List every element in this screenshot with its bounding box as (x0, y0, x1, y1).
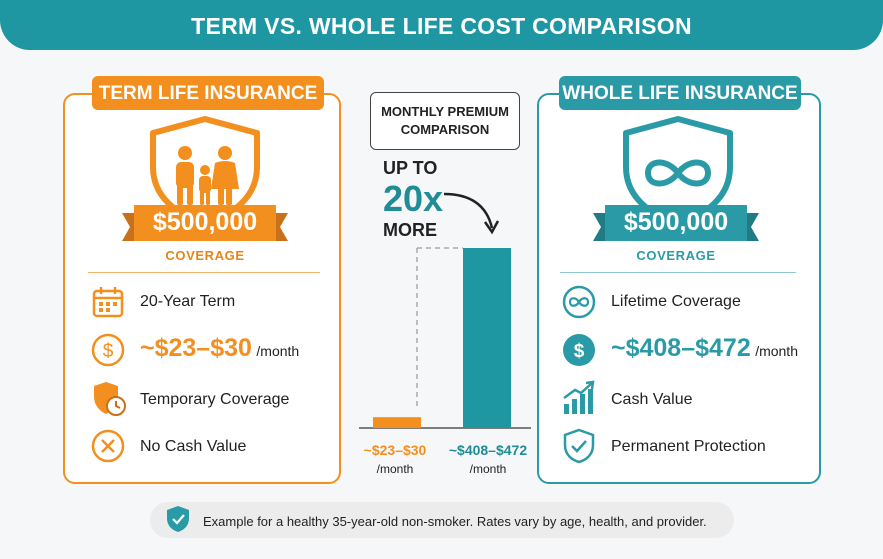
term-card (63, 93, 341, 484)
footer-note (150, 502, 734, 538)
term-feature-temporary: Temporary Coverage (140, 391, 290, 408)
bar-unit-term: /month (376, 462, 414, 476)
more-label: MORE (383, 220, 437, 240)
whole-ribbon (593, 205, 759, 241)
dollar-filled-icon: $ (563, 334, 595, 366)
footer-text: Example for a healthy 35-year-old non-sm… (203, 514, 707, 529)
whole-price-row: ~$408–$472 /month (611, 334, 798, 363)
whole-feature-permanent: Permanent Protection (611, 438, 766, 455)
term-coverage-label: COVERAGE (165, 248, 245, 263)
multiplier-label: 20x (383, 178, 444, 219)
whole-heading: WHOLE LIFE INSURANCE (559, 76, 801, 110)
whole-feature-lifetime: Lifetime Coverage (611, 293, 741, 310)
footer-shield-icon (167, 506, 189, 532)
bar-whole (463, 248, 511, 428)
bar-label-term: ~$23–$30 (363, 442, 427, 458)
svg-text:$: $ (574, 341, 585, 362)
whole-amount: $500,000 (623, 208, 729, 236)
term-ribbon (122, 205, 288, 241)
term-price: ~$23–$30 (140, 334, 252, 362)
infinity-icon (562, 285, 596, 319)
term-divider (88, 272, 320, 273)
svg-text:$: $ (103, 341, 114, 362)
curved-arrow-icon (443, 192, 500, 235)
whole-feature-cash-value: Cash Value (611, 391, 693, 408)
dollar-icon: $ (91, 333, 125, 367)
shield-check-icon (563, 428, 595, 464)
whole-coverage-label: COVERAGE (636, 248, 716, 263)
bar-unit-whole: /month (469, 462, 507, 476)
term-feature-no-cash: No Cash Value (140, 438, 247, 455)
term-feature-term: 20-Year Term (140, 293, 236, 310)
whole-divider (560, 272, 796, 273)
page-title: TERM VS. WHOLE LIFE COST COMPARISON (0, 0, 883, 50)
term-heading: TERM LIFE INSURANCE (92, 76, 324, 110)
whole-price-unit: /month (755, 343, 798, 359)
premium-bar-chart (359, 247, 531, 429)
comparison-box: MONTHLY PREMIUM COMPARISON (370, 92, 520, 150)
family-shield-icon (150, 116, 260, 225)
bar-term (373, 417, 421, 428)
term-price-unit: /month (256, 343, 300, 359)
calendar-icon (92, 287, 124, 318)
shield-clock-icon (94, 382, 126, 416)
whole-price: ~$408–$472 (611, 334, 751, 362)
up-to-label: UP TO (383, 158, 438, 178)
bar-label-whole: ~$408–$472 (448, 442, 528, 458)
comparison-line1: MONTHLY PREMIUM (381, 104, 509, 119)
comparison-line2: COMPARISON (400, 122, 490, 137)
term-price-row: ~$23–$30 /month (140, 334, 299, 363)
x-circle-icon (91, 429, 125, 463)
term-amount: $500,000 (152, 208, 258, 236)
growth-chart-icon (563, 380, 595, 414)
